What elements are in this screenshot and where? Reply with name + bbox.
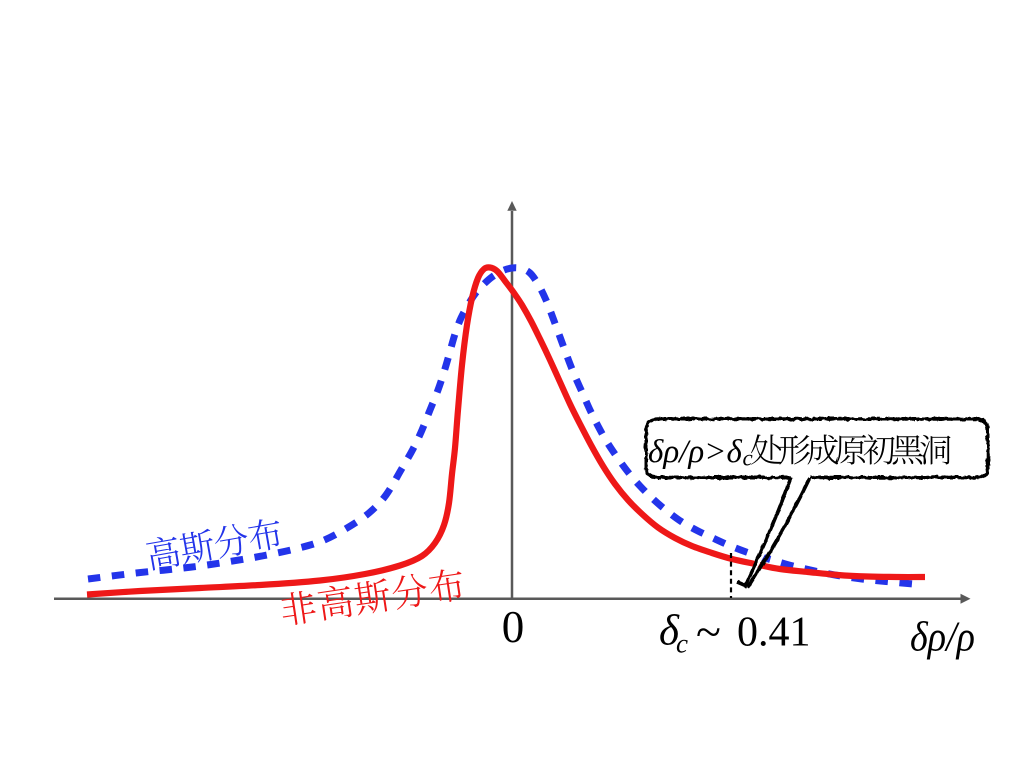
svg-text:δρ/ρ: δρ/ρ <box>910 614 975 661</box>
svg-text:δρ/ρ>δ: δρ/ρ>δ <box>648 434 742 470</box>
svg-text:c: c <box>743 446 753 471</box>
svg-text:0: 0 <box>502 602 525 652</box>
svg-text:0.41: 0.41 <box>737 609 811 655</box>
svg-text:c: c <box>676 629 688 659</box>
svg-text:~: ~ <box>696 606 721 657</box>
svg-text:δ: δ <box>659 608 680 655</box>
